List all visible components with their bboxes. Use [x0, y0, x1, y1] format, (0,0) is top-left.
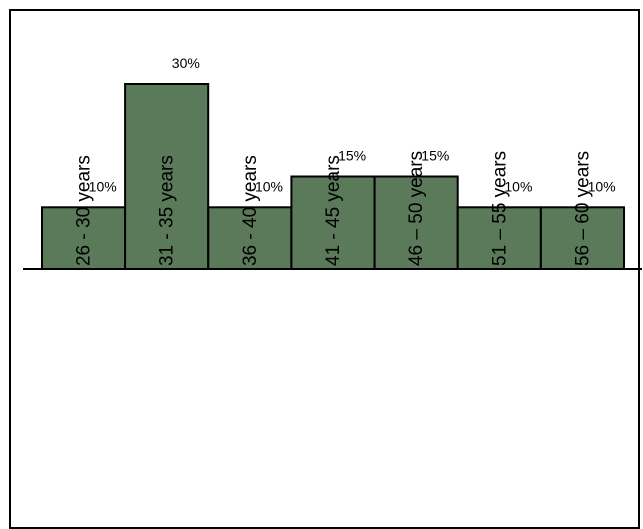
value-label-3: 10% — [255, 178, 283, 194]
category-label-7: 56 – 60 years — [572, 151, 593, 266]
bars-layer — [41, 83, 626, 271]
value-label-1: 10% — [89, 178, 117, 194]
category-label-6: 51 – 55 years — [489, 151, 510, 266]
category-label-2: 31 - 35 years — [157, 155, 178, 266]
bar-7 — [539, 206, 626, 271]
category-label-4: 41 - 45 years — [323, 155, 344, 266]
value-label-7: 10% — [588, 178, 616, 194]
bar-1 — [41, 206, 127, 271]
value-label-4: 15% — [338, 148, 366, 164]
category-label-5: 46 – 50 years — [406, 151, 427, 266]
value-label-5: 15% — [421, 148, 449, 164]
category-label-1: 26 - 30 years — [74, 155, 95, 266]
bar-5 — [373, 175, 459, 270]
bar-2 — [124, 83, 210, 270]
value-label-6: 10% — [504, 178, 532, 194]
value-label-2: 30% — [172, 55, 200, 71]
category-label-3: 36 - 40 years — [240, 155, 261, 266]
